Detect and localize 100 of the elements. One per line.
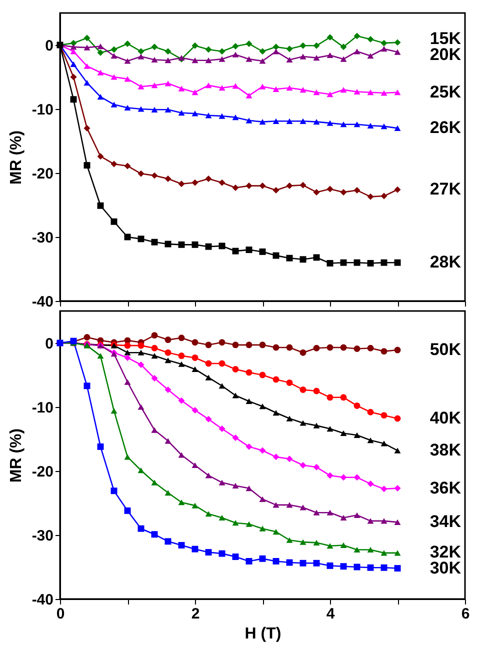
series-label: 28K (430, 252, 462, 272)
point (367, 564, 374, 571)
point (300, 349, 306, 356)
point (151, 56, 158, 63)
point (164, 349, 172, 356)
point (394, 519, 401, 526)
point (205, 374, 212, 380)
series-label: 25K (430, 82, 462, 102)
point (70, 61, 77, 68)
point (70, 48, 77, 54)
point (380, 123, 388, 130)
point (286, 379, 293, 386)
point (286, 344, 293, 351)
y-tick-label: -30 (32, 528, 54, 544)
point (259, 526, 266, 532)
point (394, 125, 401, 132)
point (138, 525, 144, 532)
point (232, 366, 239, 372)
point (354, 259, 360, 266)
point (326, 52, 334, 58)
point (259, 372, 266, 378)
point (354, 88, 360, 95)
point (110, 488, 118, 494)
point (272, 528, 280, 535)
point (246, 342, 252, 348)
point (218, 56, 226, 62)
point (340, 44, 347, 50)
point (110, 74, 118, 80)
point (380, 440, 388, 446)
point (178, 361, 185, 367)
point (192, 354, 198, 361)
point (164, 48, 172, 55)
point (354, 122, 360, 128)
point (367, 90, 374, 96)
point (313, 560, 320, 566)
point (232, 114, 239, 120)
x-tick-label: 0 (56, 606, 65, 622)
point (246, 182, 252, 190)
point (272, 48, 280, 54)
point (84, 63, 90, 69)
point (326, 260, 334, 266)
point (340, 259, 347, 266)
point (178, 86, 185, 92)
point (232, 83, 239, 89)
point (178, 352, 185, 360)
point (326, 91, 334, 98)
point (286, 182, 293, 190)
point (394, 485, 401, 492)
point (192, 179, 198, 186)
point (313, 254, 320, 261)
point (272, 410, 280, 416)
point (205, 472, 212, 478)
point (259, 182, 266, 190)
point (218, 113, 226, 119)
point (367, 408, 374, 416)
point (300, 118, 306, 124)
point (394, 90, 401, 96)
x-tick-label: 6 (461, 606, 470, 622)
point (151, 172, 158, 179)
point (286, 559, 293, 566)
point (124, 354, 131, 361)
point (192, 546, 198, 552)
point (97, 94, 104, 100)
point (218, 514, 226, 521)
point (326, 562, 334, 569)
point (313, 388, 320, 394)
point (367, 518, 374, 524)
point (313, 422, 320, 428)
point (394, 448, 401, 454)
point (340, 344, 347, 351)
point (110, 53, 118, 59)
point (232, 248, 239, 254)
point (205, 243, 212, 250)
point (246, 118, 252, 124)
point (246, 92, 252, 98)
point (326, 543, 334, 549)
point (205, 549, 212, 556)
point (394, 39, 401, 46)
point (394, 415, 401, 422)
point (97, 352, 104, 359)
point (354, 512, 360, 518)
point (380, 259, 388, 266)
point (394, 346, 401, 354)
point (232, 342, 239, 348)
point (138, 404, 144, 410)
point (286, 416, 293, 422)
point (286, 254, 293, 262)
point (313, 90, 320, 96)
point (246, 443, 252, 450)
point (205, 46, 212, 53)
y-tick-label: 0 (45, 38, 54, 54)
point (164, 438, 172, 444)
point (70, 96, 77, 103)
point (272, 502, 280, 508)
series-label: 26K (430, 118, 462, 138)
series-label: 50K (430, 340, 462, 360)
point (110, 218, 118, 225)
point (394, 550, 401, 556)
point (151, 344, 158, 352)
point (218, 360, 226, 367)
